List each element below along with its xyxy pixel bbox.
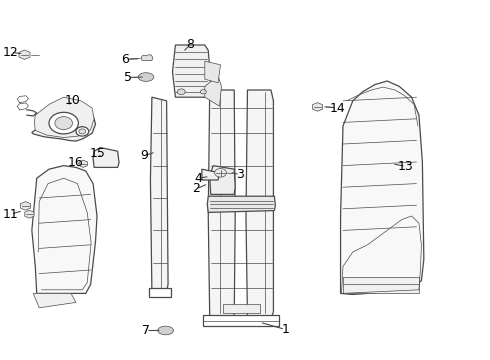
Text: 11: 11 (3, 208, 19, 221)
Polygon shape (203, 315, 279, 326)
Polygon shape (24, 210, 34, 218)
Text: 7: 7 (142, 324, 150, 337)
Polygon shape (207, 196, 275, 212)
Polygon shape (341, 81, 424, 294)
Polygon shape (313, 103, 322, 111)
Text: 9: 9 (141, 149, 148, 162)
Polygon shape (19, 50, 30, 59)
Polygon shape (205, 76, 221, 106)
Polygon shape (202, 169, 220, 180)
Polygon shape (172, 45, 211, 97)
Text: 16: 16 (68, 156, 84, 169)
Circle shape (55, 117, 73, 130)
Polygon shape (246, 90, 273, 317)
Polygon shape (141, 55, 153, 60)
Polygon shape (33, 293, 76, 308)
Text: 6: 6 (122, 53, 129, 66)
Text: 1: 1 (281, 323, 289, 336)
Text: 12: 12 (3, 46, 19, 59)
Text: 15: 15 (90, 147, 106, 159)
Polygon shape (210, 166, 235, 194)
Circle shape (49, 112, 78, 134)
Polygon shape (32, 110, 96, 141)
Text: 13: 13 (398, 160, 414, 173)
Polygon shape (208, 90, 235, 317)
Polygon shape (21, 202, 30, 210)
Polygon shape (79, 160, 88, 167)
Text: 14: 14 (329, 102, 345, 114)
Polygon shape (34, 97, 94, 138)
Polygon shape (223, 304, 260, 313)
Polygon shape (32, 166, 97, 293)
Circle shape (79, 129, 86, 134)
Circle shape (200, 90, 206, 94)
Text: 5: 5 (124, 71, 132, 84)
Text: 3: 3 (236, 168, 244, 181)
Polygon shape (93, 148, 119, 167)
Text: 2: 2 (192, 183, 200, 195)
Ellipse shape (158, 326, 173, 335)
Text: 4: 4 (195, 172, 202, 185)
Circle shape (177, 89, 185, 95)
Text: 10: 10 (65, 94, 80, 107)
Polygon shape (343, 277, 419, 293)
Circle shape (76, 127, 89, 136)
Ellipse shape (138, 73, 154, 81)
Text: 8: 8 (186, 39, 194, 51)
Polygon shape (150, 97, 168, 292)
Circle shape (215, 168, 226, 177)
Polygon shape (149, 288, 171, 297)
Polygon shape (205, 61, 220, 83)
